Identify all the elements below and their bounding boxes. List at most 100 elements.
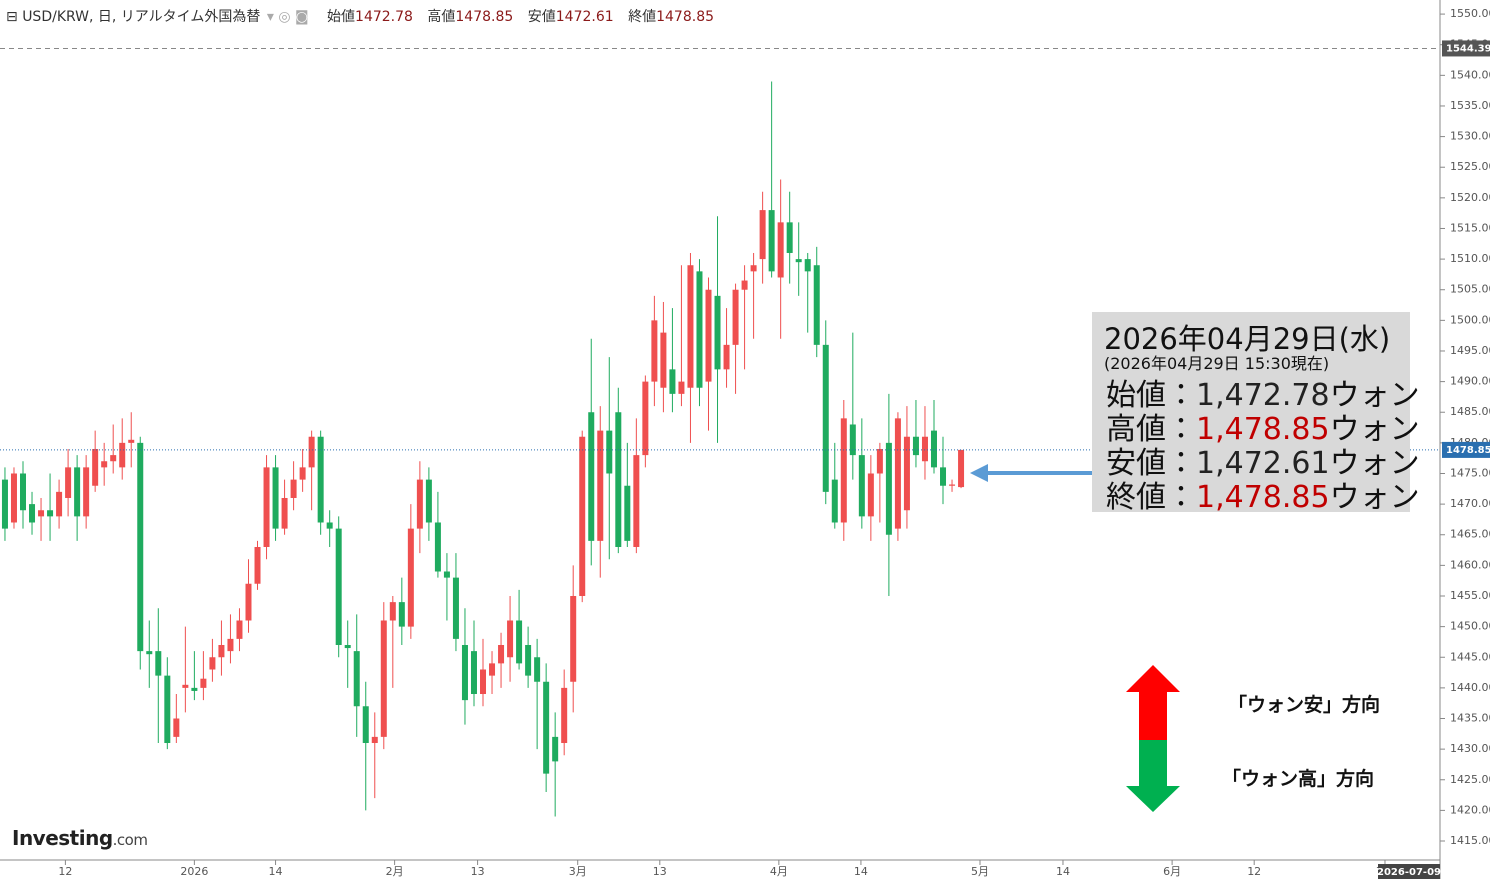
reference-label-bg — [1442, 40, 1490, 57]
candle-body — [489, 663, 496, 676]
x-tick-label: 5月 — [971, 865, 989, 878]
candle-body — [507, 620, 514, 658]
candle-body — [579, 436, 586, 596]
candle-body — [940, 467, 947, 486]
candle-body — [389, 602, 396, 621]
y-tick-label: 1530.00 — [1450, 130, 1490, 143]
candle-body — [921, 436, 928, 462]
info-label: 始値： — [1106, 378, 1196, 413]
candle-body — [407, 528, 414, 627]
candle-body — [894, 418, 901, 529]
candle-body — [371, 736, 378, 744]
y-tick-label: 1440.00 — [1450, 681, 1490, 694]
info-value: 1,478.85 — [1196, 480, 1330, 515]
collapse-icon[interactable]: ⊟ — [6, 9, 18, 25]
y-tick-label: 1435.00 — [1450, 712, 1490, 725]
cursor-date: 2026-07-09 — [1377, 867, 1441, 878]
candle-body — [543, 681, 550, 774]
dropdown-icon[interactable]: ▾ ◎ ◙ — [266, 9, 309, 25]
info-unit: ウォン — [1329, 480, 1420, 515]
candle-body — [344, 645, 351, 649]
candle-body — [92, 448, 99, 486]
logo[interactable]: Investing.com — [12, 826, 148, 850]
candle-body — [227, 638, 234, 652]
candle-body — [840, 418, 847, 523]
candle-body — [425, 479, 432, 523]
candle-body — [498, 645, 505, 664]
candle-body — [759, 210, 766, 260]
info-value: 1,478.85 — [1196, 412, 1330, 447]
ohlc-label: 高値 — [427, 9, 456, 25]
candle-body — [633, 455, 640, 547]
candle-body — [470, 651, 477, 695]
candle-body — [624, 485, 631, 541]
ohlc-value: 1478.85 — [656, 9, 715, 25]
candle-body — [606, 430, 613, 474]
candle-body — [660, 332, 667, 388]
y-tick-label: 1460.00 — [1450, 558, 1490, 571]
candle-body — [651, 320, 658, 382]
up-arrow — [1126, 665, 1180, 740]
plot — [0, 47, 1440, 817]
info-row: 高値：1,478.85ウォン — [1106, 404, 1420, 448]
candle-body — [443, 571, 450, 578]
y-tick-label: 1475.00 — [1450, 466, 1490, 479]
info-unit: ウォン — [1329, 378, 1420, 413]
x-tick-label: 14 — [854, 865, 868, 878]
candle-body — [705, 289, 712, 382]
candle-body — [516, 620, 523, 664]
candle-body — [362, 706, 369, 744]
reference-label: 1544.39 — [1446, 43, 1490, 54]
candle-body — [552, 736, 559, 762]
candle-body — [813, 265, 820, 345]
y-tick-label: 1500.00 — [1450, 313, 1490, 326]
x-tick-label: 14 — [1056, 865, 1070, 878]
candle-body — [10, 473, 17, 523]
candle-body — [74, 467, 81, 517]
candle-body — [281, 497, 288, 529]
candle-body — [47, 510, 54, 517]
candle-body — [723, 344, 730, 370]
last-price-label-bg — [1442, 441, 1490, 458]
candle-body — [434, 522, 441, 572]
info-as-of: (2026年04月29日 15:30現在) — [1104, 354, 1330, 373]
candle-body — [254, 546, 261, 584]
info-label: 終値： — [1106, 480, 1196, 515]
candle-body — [867, 473, 874, 517]
candle-body — [398, 602, 405, 627]
candle-body — [849, 424, 856, 456]
candle-body — [858, 455, 865, 517]
candle-body — [525, 645, 532, 676]
candle-body — [750, 265, 757, 272]
candle-body — [128, 439, 135, 443]
candle-body — [83, 467, 90, 517]
y-tick-label: 1420.00 — [1450, 803, 1490, 816]
logo-brand: Investing — [12, 826, 113, 850]
info-box: 2026年04月29日(水) (2026年04月29日 15:30現在) 始値：… — [1092, 312, 1420, 515]
candle-body — [380, 620, 387, 737]
logo-suffix: .com — [112, 831, 148, 849]
candle-body — [209, 657, 216, 670]
candle-body — [615, 412, 622, 547]
candle-body — [696, 271, 703, 388]
x-tick-label: 12 — [1247, 865, 1261, 878]
y-tick-label: 1490.00 — [1450, 375, 1490, 388]
pointer-arrow-head — [970, 464, 988, 482]
header: ⊟ USD/KRW, 日, リアルタイム外国為替 ▾ ◎ ◙ 始値1472.78… — [6, 6, 724, 26]
info-date: 2026年04月29日(水) — [1104, 322, 1391, 356]
candle-body — [461, 645, 468, 701]
info-row: 始値：1,472.78ウォン — [1106, 370, 1420, 414]
candle-body — [236, 620, 243, 639]
y-tick-label: 1540.00 — [1450, 68, 1490, 81]
candle-body — [1, 479, 8, 529]
candle-body — [714, 295, 721, 370]
candle-body — [263, 467, 270, 547]
candle-body — [822, 344, 829, 492]
y-tick-label: 1485.00 — [1450, 405, 1490, 418]
candle-body — [110, 455, 117, 462]
x-tick-label: 14 — [269, 865, 283, 878]
info-row: 安値：1,472.61ウォン — [1106, 438, 1420, 482]
candle-body — [678, 381, 685, 394]
